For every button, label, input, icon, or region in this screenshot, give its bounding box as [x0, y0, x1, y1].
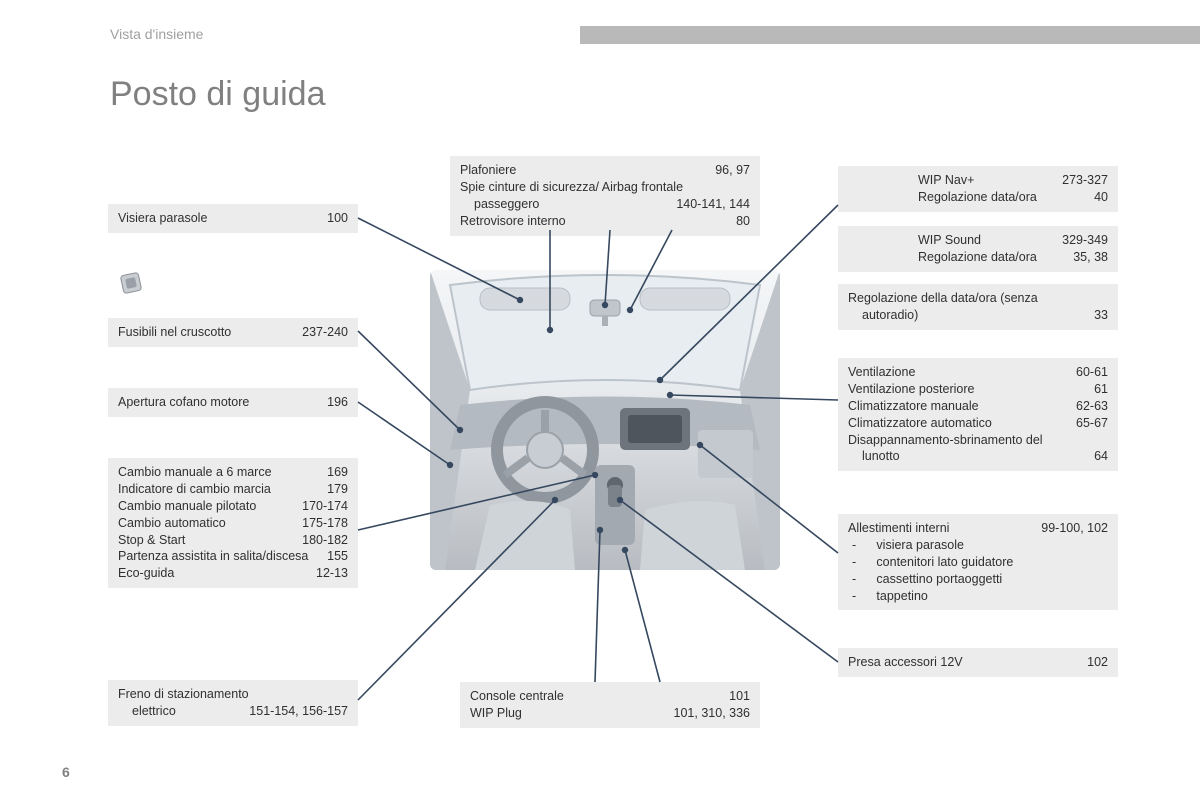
dashboard-illustration — [430, 270, 780, 570]
parking-brake-sub: elettrico — [118, 703, 184, 720]
box-date-no-radio: Regolazione della data/ora (senza autora… — [838, 284, 1118, 330]
box-ventilation: Ventilazione60-61Ventilazione posteriore… — [838, 358, 1118, 471]
accessory-label: Presa accessori 12V — [848, 654, 971, 671]
box-fuses: Fusibili nel cruscotto 237-240 — [108, 318, 358, 347]
accessory-pages: 102 — [1087, 654, 1108, 671]
parking-brake-pages: 151-154, 156-157 — [249, 703, 348, 720]
fuses-pages: 237-240 — [302, 324, 348, 341]
box-wip-nav: WIP Nav+273-327Regolazione data/ora40 — [838, 166, 1118, 212]
fuse-icon — [118, 270, 144, 296]
page-number: 6 — [62, 764, 70, 780]
date-no-radio-label: Regolazione della data/ora (senza — [848, 290, 1046, 307]
date-no-radio-sub: autoradio) — [848, 307, 926, 324]
sun-visor-pages: 100 — [327, 210, 348, 227]
box-wip-sound: WIP Sound329-349Regolazione data/ora35, … — [838, 226, 1118, 272]
page-title: Posto di guida — [110, 75, 326, 114]
date-no-radio-pages: 33 — [1094, 307, 1108, 324]
box-ceiling: Plafoniere96, 97Spie cinture di sicurezz… — [450, 156, 760, 236]
box-accessory: Presa accessori 12V 102 — [838, 648, 1118, 677]
header-bar — [580, 26, 1200, 44]
fuses-label: Fusibili nel cruscotto — [118, 324, 239, 341]
box-bonnet: Apertura cofano motore 196 — [108, 388, 358, 417]
box-gearbox: Cambio manuale a 6 marce169Indicatore di… — [108, 458, 358, 588]
bonnet-label: Apertura cofano motore — [118, 394, 257, 411]
bonnet-pages: 196 — [327, 394, 348, 411]
section-label: Vista d'insieme — [110, 26, 203, 42]
sun-visor-label: Visiera parasole — [118, 210, 215, 227]
box-interior: Allestimenti interni99-100, 102- visiera… — [838, 514, 1118, 610]
box-console: Console centrale101WIP Plug101, 310, 336 — [460, 682, 760, 728]
box-sun-visor: Visiera parasole 100 — [108, 204, 358, 233]
box-parking-brake: Freno di stazionamento elettrico 151-154,… — [108, 680, 358, 726]
parking-brake-label: Freno di stazionamento — [118, 686, 257, 703]
